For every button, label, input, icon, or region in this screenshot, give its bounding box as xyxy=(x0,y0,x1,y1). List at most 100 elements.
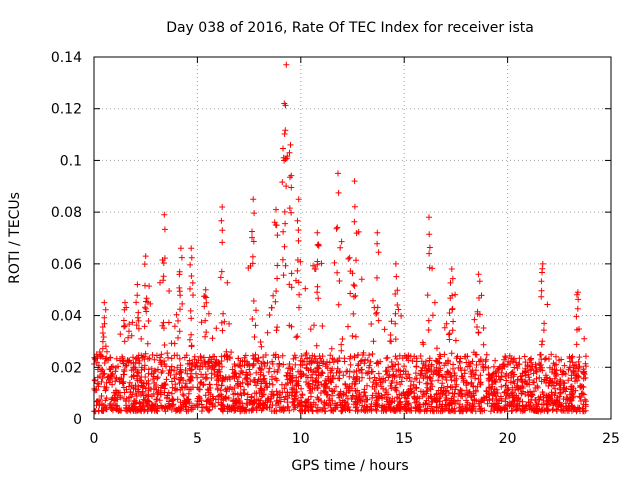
data-point xyxy=(208,400,215,407)
data-point xyxy=(311,353,318,360)
data-point xyxy=(437,393,444,400)
data-point xyxy=(160,260,167,266)
data-point xyxy=(347,268,354,275)
data-point xyxy=(226,374,232,381)
data-point xyxy=(343,389,350,396)
data-point xyxy=(361,389,368,396)
data-point xyxy=(281,243,288,250)
data-point xyxy=(582,363,589,370)
data-point xyxy=(232,390,239,397)
data-point xyxy=(275,400,281,407)
data-point xyxy=(557,390,564,397)
data-point xyxy=(480,367,487,374)
data-point xyxy=(424,405,431,412)
data-point xyxy=(313,342,320,349)
data-point xyxy=(251,210,258,217)
data-point xyxy=(106,379,113,386)
data-point xyxy=(463,397,470,404)
data-point xyxy=(385,394,391,401)
data-point xyxy=(170,396,177,403)
data-point xyxy=(187,285,193,292)
data-point xyxy=(352,388,359,394)
data-point xyxy=(133,393,140,400)
data-point xyxy=(182,367,189,374)
data-point xyxy=(353,373,360,380)
data-point xyxy=(364,357,371,364)
data-point xyxy=(202,375,209,382)
data-point xyxy=(429,312,436,319)
data-point xyxy=(251,379,258,386)
data-point xyxy=(99,324,106,330)
data-point xyxy=(118,407,125,414)
data-point xyxy=(335,189,342,196)
data-point xyxy=(253,382,260,389)
data-point xyxy=(109,363,116,370)
data-point xyxy=(290,398,297,405)
data-point xyxy=(292,361,299,368)
data-point xyxy=(378,392,385,399)
data-point xyxy=(252,356,259,363)
data-point xyxy=(556,357,563,364)
data-point xyxy=(218,353,225,360)
data-point xyxy=(303,350,310,357)
data-point xyxy=(198,371,205,378)
data-point xyxy=(178,254,185,261)
data-point xyxy=(439,380,446,387)
data-point xyxy=(314,289,321,296)
data-point xyxy=(213,325,220,332)
data-point xyxy=(448,377,455,384)
data-point xyxy=(425,363,432,370)
data-point xyxy=(119,379,126,386)
data-point xyxy=(266,312,273,318)
data-point xyxy=(485,390,492,397)
data-point xyxy=(346,373,353,380)
data-point xyxy=(279,389,286,396)
data-point xyxy=(177,292,184,299)
data-point xyxy=(426,214,432,221)
data-point xyxy=(120,384,127,391)
data-point xyxy=(350,281,357,288)
data-point xyxy=(102,397,109,404)
data-point xyxy=(166,398,172,405)
data-point xyxy=(283,155,290,162)
data-point xyxy=(295,227,302,234)
data-point xyxy=(373,407,380,414)
data-point xyxy=(373,381,380,388)
data-point xyxy=(149,352,156,358)
data-point xyxy=(235,355,242,362)
data-point xyxy=(312,355,319,362)
data-point xyxy=(314,261,321,268)
data-point xyxy=(234,391,241,398)
data-point xyxy=(581,335,588,342)
data-point xyxy=(468,394,474,401)
data-point xyxy=(445,331,452,338)
data-point xyxy=(576,326,582,332)
data-point xyxy=(266,404,273,411)
data-point xyxy=(160,319,167,326)
data-point xyxy=(154,375,161,382)
data-point xyxy=(374,359,381,366)
data-point xyxy=(134,369,141,376)
data-point xyxy=(103,406,110,412)
data-point xyxy=(120,317,127,324)
data-point xyxy=(483,356,490,363)
data-point xyxy=(384,398,390,405)
data-point xyxy=(121,366,128,373)
data-point xyxy=(522,365,529,372)
data-point xyxy=(442,397,449,404)
data-point xyxy=(302,285,309,292)
data-point xyxy=(114,396,121,403)
data-point xyxy=(317,390,324,396)
data-point xyxy=(502,406,508,412)
data-point xyxy=(563,394,570,401)
data-point xyxy=(389,366,396,373)
data-point xyxy=(525,374,532,381)
data-point xyxy=(202,286,209,293)
data-point xyxy=(321,388,328,395)
data-point xyxy=(163,376,170,383)
data-point xyxy=(221,318,228,325)
data-point xyxy=(397,398,404,405)
data-point xyxy=(270,292,277,299)
data-point xyxy=(161,358,168,364)
data-point xyxy=(388,338,395,345)
